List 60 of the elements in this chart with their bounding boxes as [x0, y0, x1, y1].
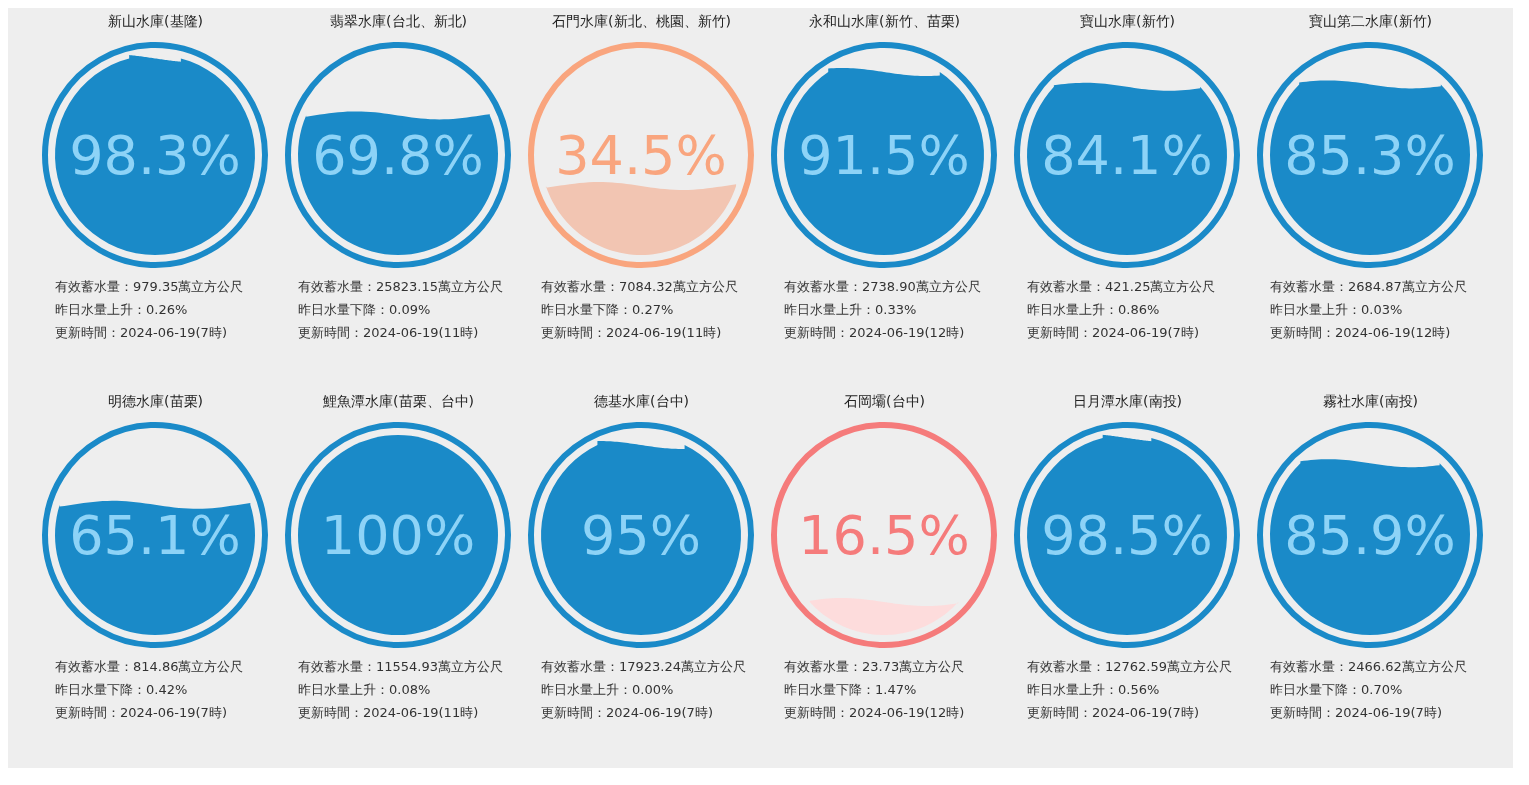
text: 寶山水庫(新竹): [1080, 13, 1175, 29]
text: 昨日水量上升：0.33%: [784, 301, 918, 319]
text: 昨日水量上升：0.86%: [1027, 301, 1161, 319]
text: 昨日水量下降：0.42%: [55, 681, 189, 699]
text: 更新時間：2024-06-19(7時): [1027, 324, 1200, 342]
text: 有效蓄水量：979.35萬立方公尺: [55, 278, 245, 296]
data-label: 65.1%: [69, 503, 241, 567]
text: 有效蓄水量：421.25萬立方公尺: [1027, 278, 1217, 296]
text: 永和山水庫(新竹、苗栗): [809, 13, 960, 29]
text: 有效蓄水量：25823.15萬立方公尺: [298, 278, 505, 296]
text: 有效蓄水量：12762.59萬立方公尺: [1027, 658, 1234, 676]
data-label: 98.5%: [1041, 503, 1213, 567]
text: 昨日水量上升：0.26%: [55, 301, 189, 319]
text: 有效蓄水量：814.86萬立方公尺: [55, 658, 245, 676]
data-label: 16.5%: [798, 503, 970, 567]
text: 昨日水量上升：0.56%: [1027, 681, 1161, 699]
text: 更新時間：2024-06-19(11時): [298, 324, 480, 342]
text: 石門水庫(新北、桃園、新竹): [552, 13, 731, 29]
text: 有效蓄水量：2684.87萬立方公尺: [1270, 278, 1468, 296]
text: 有效蓄水量：2738.90萬立方公尺: [784, 278, 982, 296]
text: 更新時間：2024-06-19(7時): [55, 704, 228, 722]
data-label: 69.8%: [312, 123, 484, 187]
text: 昨日水量下降：0.09%: [298, 301, 432, 319]
data-label: 100%: [320, 503, 476, 567]
text: 有效蓄水量：7084.32萬立方公尺: [541, 278, 739, 296]
text: 石岡壩(台中): [844, 393, 925, 409]
text: 更新時間：2024-06-19(7時): [1027, 704, 1200, 722]
text: 德基水庫(台中): [594, 393, 689, 409]
text: 有效蓄水量：23.73萬立方公尺: [784, 658, 966, 676]
text: 更新時間：2024-06-19(12時): [1270, 324, 1452, 342]
text: 更新時間：2024-06-19(11時): [541, 324, 723, 342]
text: 翡翠水庫(台北、新北): [330, 13, 467, 29]
text: 明德水庫(苗栗): [108, 393, 203, 409]
text: 更新時間：2024-06-19(12時): [784, 324, 966, 342]
text: 昨日水量上升：0.03%: [1270, 301, 1404, 319]
text: 更新時間：2024-06-19(12時): [784, 704, 966, 722]
text: 鯉魚潭水庫(苗栗、台中): [323, 393, 474, 409]
text: 更新時間：2024-06-19(7時): [55, 324, 228, 342]
text: 新山水庫(基隆): [108, 13, 203, 29]
data-label: 84.1%: [1041, 123, 1213, 187]
text: 日月潭水庫(南投): [1073, 393, 1182, 409]
text: 昨日水量上升：0.08%: [298, 681, 432, 699]
data-label: 85.9%: [1284, 503, 1456, 567]
text: 昨日水量下降：1.47%: [784, 681, 918, 699]
data-label: 91.5%: [798, 123, 970, 187]
text: 昨日水量上升：0.00%: [541, 681, 675, 699]
data-label: 95%: [580, 503, 702, 567]
data-label: 85.3%: [1284, 123, 1456, 187]
text: 霧社水庫(南投): [1323, 393, 1418, 409]
data-label: 98.3%: [69, 123, 241, 187]
data-label: 34.5%: [555, 123, 727, 187]
text: 昨日水量下降：0.27%: [541, 301, 675, 319]
text: 寶山第二水庫(新竹): [1309, 13, 1432, 29]
text: 更新時間：2024-06-19(7時): [541, 704, 714, 722]
text: 更新時間：2024-06-19(11時): [298, 704, 480, 722]
text: 有效蓄水量：11554.93萬立方公尺: [298, 658, 505, 676]
text: 有效蓄水量：2466.62萬立方公尺: [1270, 658, 1468, 676]
text: 有效蓄水量：17923.24萬立方公尺: [541, 658, 748, 676]
text: 更新時間：2024-06-19(7時): [1270, 704, 1443, 722]
text: 昨日水量下降：0.70%: [1270, 681, 1404, 699]
